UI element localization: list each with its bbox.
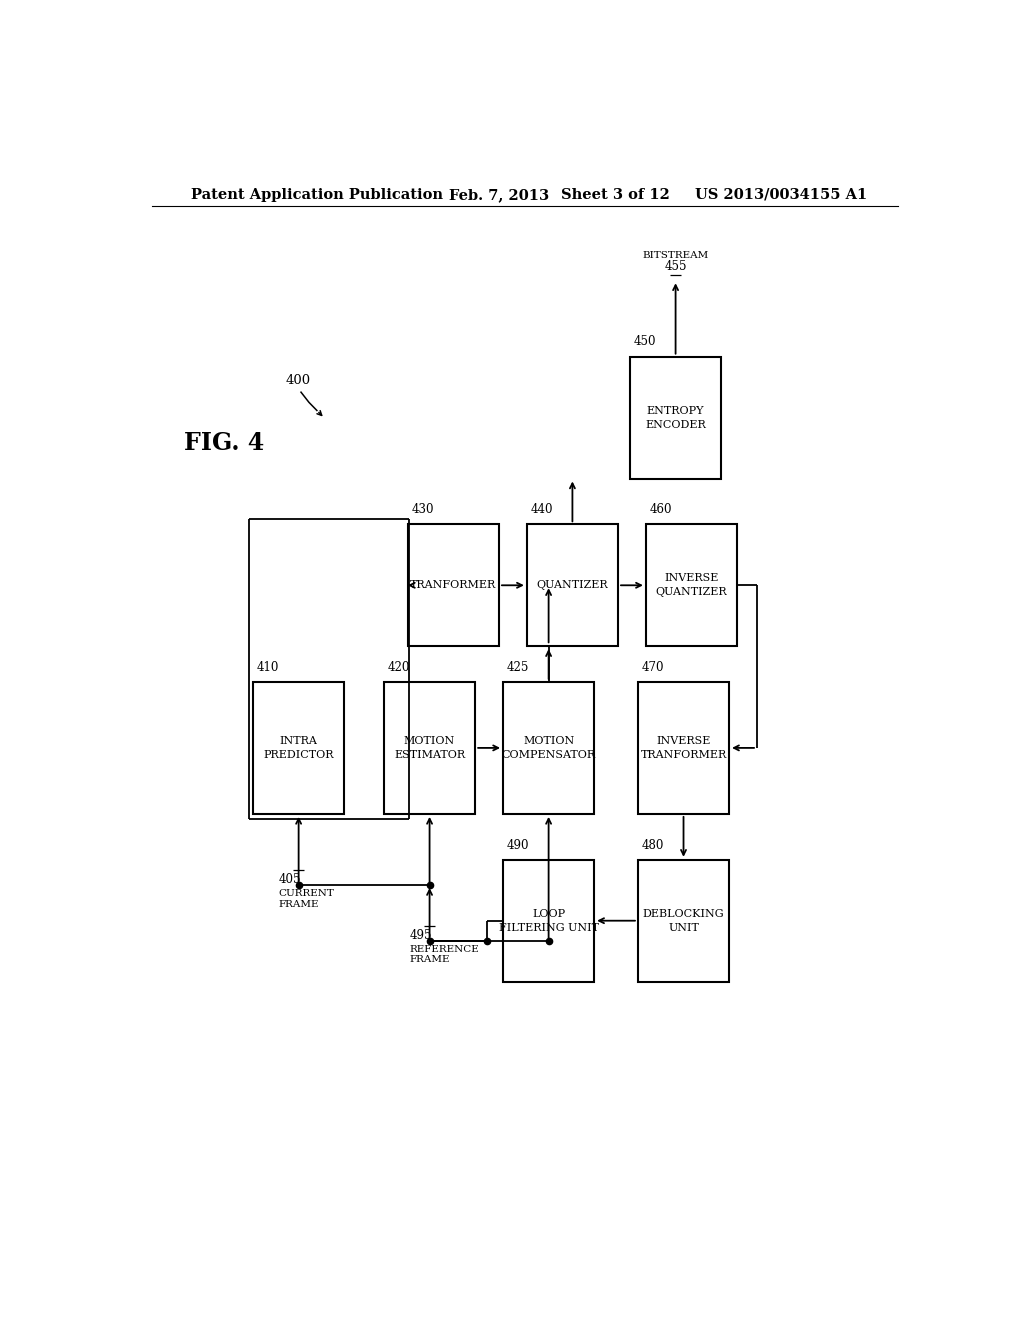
- Text: 440: 440: [530, 503, 553, 516]
- Text: 400: 400: [286, 374, 311, 387]
- Text: INVERSE
TRANFORMER: INVERSE TRANFORMER: [640, 737, 727, 760]
- Bar: [630, 356, 721, 479]
- Text: 450: 450: [634, 335, 656, 348]
- Text: DEBLOCKING
UNIT: DEBLOCKING UNIT: [643, 908, 724, 933]
- Text: MOTION
COMPENSATOR: MOTION COMPENSATOR: [502, 737, 596, 760]
- Text: TRANFORMER: TRANFORMER: [411, 581, 497, 590]
- Text: CURRENT
FRAME: CURRENT FRAME: [279, 890, 335, 908]
- Bar: [503, 682, 594, 814]
- Text: Feb. 7, 2013: Feb. 7, 2013: [450, 187, 550, 202]
- Text: 480: 480: [642, 838, 665, 851]
- Text: 430: 430: [412, 503, 434, 516]
- Text: 420: 420: [388, 661, 411, 673]
- Text: ENTROPY
ENCODER: ENTROPY ENCODER: [645, 405, 706, 429]
- Bar: [526, 524, 618, 647]
- Text: Patent Application Publication: Patent Application Publication: [191, 187, 443, 202]
- Text: INTRA
PREDICTOR: INTRA PREDICTOR: [263, 737, 334, 760]
- Text: BITSTREAM: BITSTREAM: [642, 251, 709, 260]
- Text: LOOP
FILTERING UNIT: LOOP FILTERING UNIT: [499, 908, 599, 933]
- Text: MOTION
ESTIMATOR: MOTION ESTIMATOR: [394, 737, 465, 760]
- Text: QUANTIZER: QUANTIZER: [537, 581, 608, 590]
- Text: US 2013/0034155 A1: US 2013/0034155 A1: [695, 187, 867, 202]
- Bar: [253, 682, 344, 814]
- Text: FIG. 4: FIG. 4: [183, 432, 264, 455]
- Text: 460: 460: [650, 503, 673, 516]
- Text: 410: 410: [257, 661, 280, 673]
- Text: 405: 405: [279, 873, 301, 886]
- Bar: [646, 524, 737, 647]
- Bar: [638, 682, 729, 814]
- Text: Sheet 3 of 12: Sheet 3 of 12: [560, 187, 670, 202]
- Text: 495: 495: [410, 929, 432, 942]
- Text: 490: 490: [507, 838, 529, 851]
- Bar: [384, 682, 475, 814]
- Text: 470: 470: [642, 661, 665, 673]
- Text: 425: 425: [507, 661, 529, 673]
- Text: INVERSE
QUANTIZER: INVERSE QUANTIZER: [655, 573, 727, 597]
- Bar: [638, 859, 729, 982]
- Text: REFERENCE
FRAME: REFERENCE FRAME: [410, 945, 479, 965]
- Text: 455: 455: [665, 260, 687, 273]
- Bar: [503, 859, 594, 982]
- Bar: [408, 524, 499, 647]
